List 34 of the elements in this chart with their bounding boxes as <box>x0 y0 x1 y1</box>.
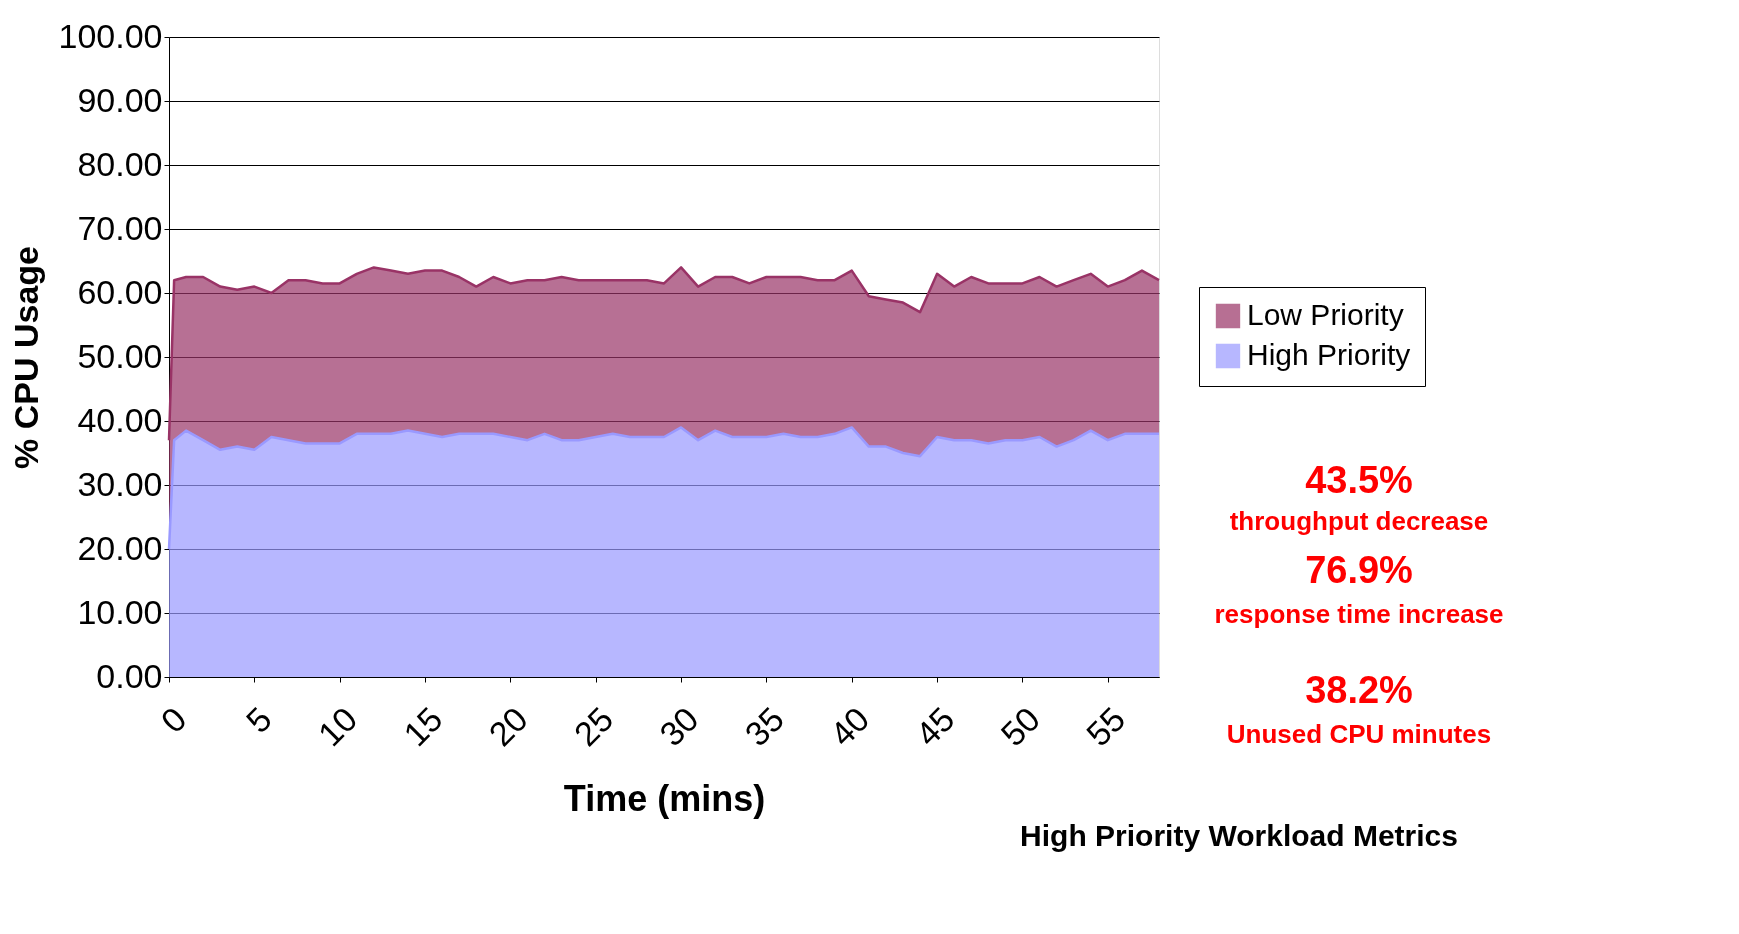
y-tick-label: 100.00 <box>58 16 163 55</box>
y-tick-label: 70.00 <box>77 208 163 247</box>
x-tick-label: 10 <box>310 699 365 754</box>
y-tick-label: 0.00 <box>96 656 163 695</box>
legend-label: Low Priority <box>1247 298 1404 331</box>
x-tick-label: 20 <box>481 699 535 754</box>
y-tick-label: 10.00 <box>77 592 163 631</box>
y-tick-label: 30.00 <box>77 464 163 503</box>
text: 43.5% <box>1305 459 1413 501</box>
x-tick-label: 30 <box>651 699 706 754</box>
x-tick-label: 40 <box>822 699 877 754</box>
text: High Priority Workload Metrics <box>1020 819 1458 852</box>
y-tick-label: 60.00 <box>77 272 163 311</box>
y-axis-title: % CPU Usage <box>6 246 45 469</box>
y-tick-label: 50.00 <box>77 336 163 375</box>
x-axis-title: Time (mins) <box>563 778 766 820</box>
text: throughput decrease <box>1229 506 1489 536</box>
x-tick-label: 45 <box>908 699 962 754</box>
x-tick-label: 55 <box>1078 699 1133 754</box>
y-tick-label: 90.00 <box>77 80 163 119</box>
text: response time increase <box>1214 599 1504 629</box>
y-tick-label: 40.00 <box>77 400 163 439</box>
y-tick-label: 80.00 <box>77 144 163 183</box>
x-tick-label: 25 <box>566 699 621 754</box>
x-tick-label: 15 <box>395 699 450 754</box>
text: 38.2% <box>1305 669 1413 711</box>
text: 76.9% <box>1305 549 1413 591</box>
x-tick-label: 35 <box>737 699 791 754</box>
y-tick-label: 20.00 <box>77 528 163 567</box>
x-tick-label: 50 <box>993 699 1047 754</box>
legend-label: High Priority <box>1247 338 1411 371</box>
x-tick-label: 5 <box>238 699 279 740</box>
x-tick-label: 0 <box>153 699 194 740</box>
text: Unused CPU minutes <box>1226 719 1492 749</box>
